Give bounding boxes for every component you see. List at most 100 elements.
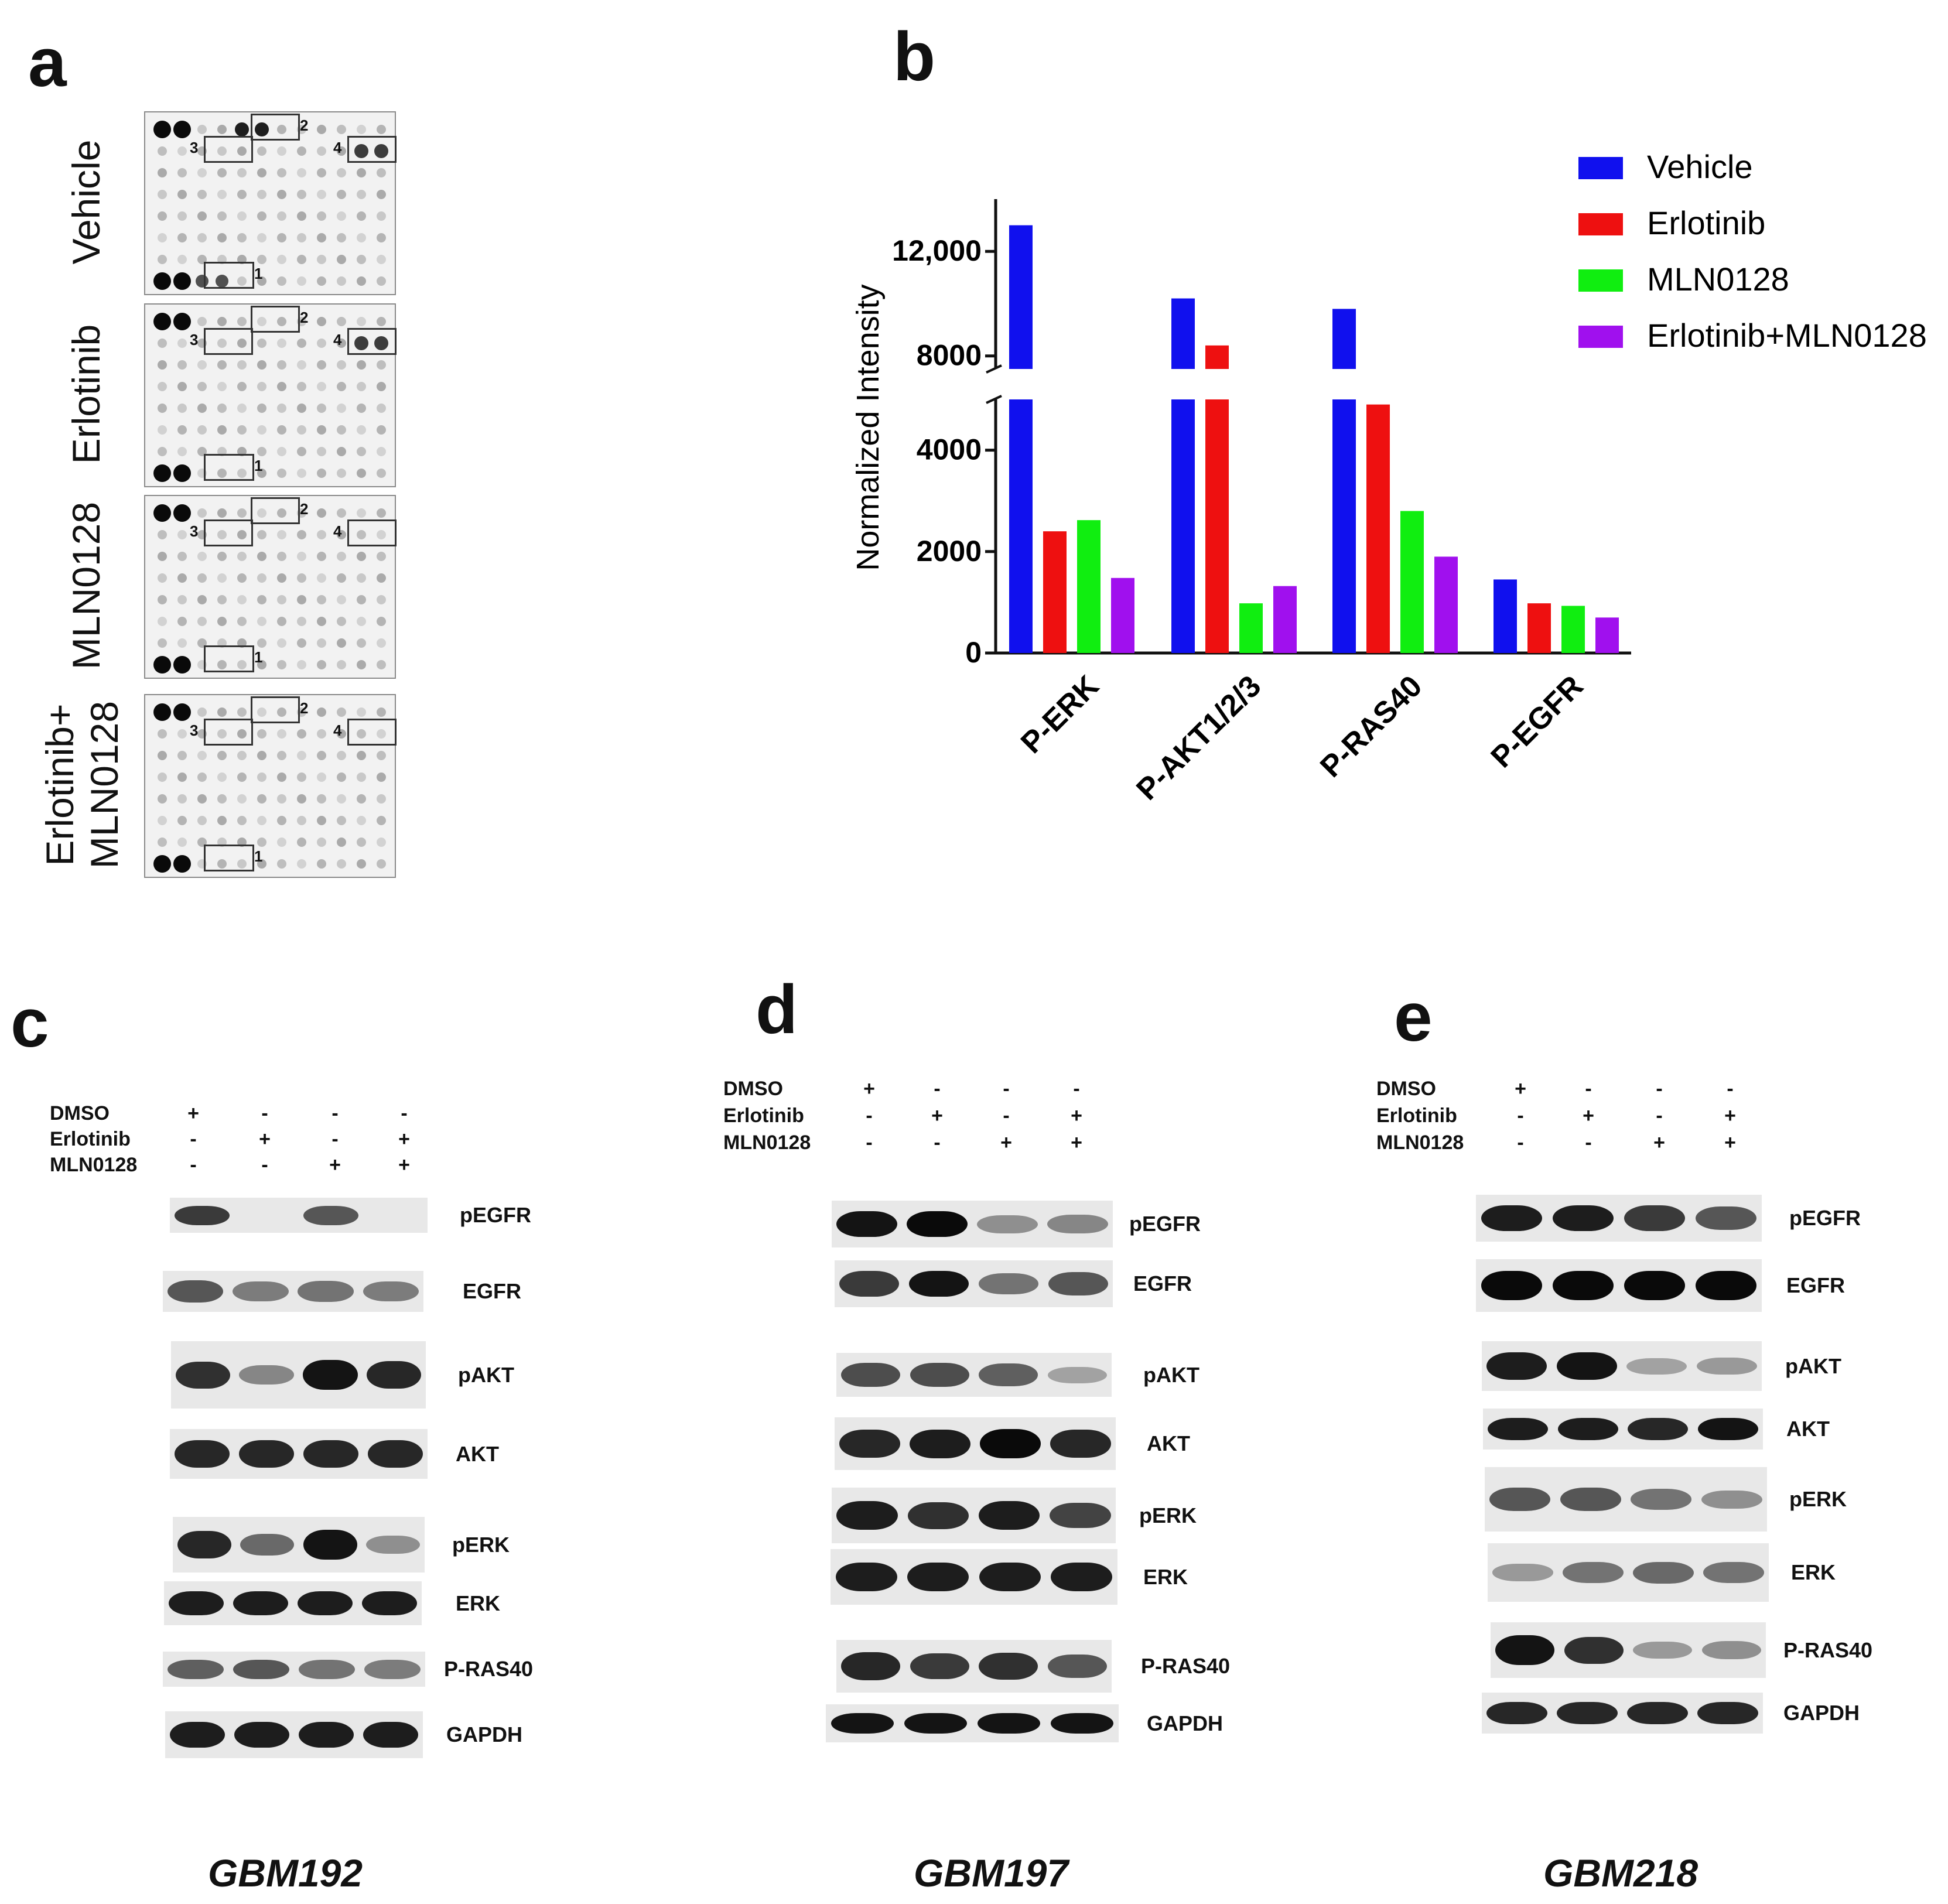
array-spot bbox=[277, 317, 286, 326]
array-spot bbox=[237, 168, 247, 177]
blot-band bbox=[910, 1429, 970, 1458]
array-spot bbox=[237, 360, 247, 370]
array-spot bbox=[297, 573, 306, 583]
array-box-number: 4 bbox=[333, 139, 342, 156]
array-box-number: 2 bbox=[300, 699, 309, 717]
blot-band bbox=[298, 1659, 356, 1679]
array-spot bbox=[217, 794, 227, 804]
array-spot bbox=[377, 573, 386, 583]
array-spot bbox=[237, 816, 247, 825]
array-spot bbox=[297, 617, 306, 626]
array-spot bbox=[257, 573, 266, 583]
lane-sign: - bbox=[401, 1102, 408, 1124]
array-spot bbox=[297, 382, 306, 391]
array-box-number: 2 bbox=[300, 117, 309, 134]
blot-band bbox=[979, 1563, 1041, 1591]
array-spot bbox=[277, 552, 286, 561]
array-spot bbox=[158, 146, 167, 156]
array-spot bbox=[257, 168, 266, 177]
array-spot bbox=[297, 211, 306, 221]
array-spot bbox=[357, 211, 366, 221]
array-spot bbox=[377, 838, 386, 847]
array-spot bbox=[337, 751, 346, 760]
array-spot bbox=[237, 707, 247, 717]
array-spot bbox=[257, 552, 266, 561]
blot-band bbox=[233, 1591, 289, 1616]
array-spot bbox=[297, 146, 306, 156]
lane-sign: - bbox=[331, 1128, 339, 1150]
array-spot bbox=[197, 425, 207, 435]
array-highlight-box bbox=[204, 328, 253, 355]
array-spot bbox=[158, 404, 167, 413]
blot-protein-label: pEGFR bbox=[1129, 1212, 1201, 1236]
legend-label: Erlotinib bbox=[1647, 204, 1765, 241]
blot-strip bbox=[1483, 1409, 1763, 1450]
antibody-array-membrane: 1 2 3 4 bbox=[144, 303, 397, 487]
array-spot bbox=[257, 211, 266, 221]
array-spot bbox=[158, 339, 167, 348]
array-spot bbox=[337, 382, 346, 391]
array-spot bbox=[377, 404, 386, 413]
array-spot bbox=[158, 595, 167, 604]
blot-strip bbox=[835, 1417, 1116, 1470]
array-spot bbox=[297, 233, 306, 242]
array-spot bbox=[158, 168, 167, 177]
blot-band bbox=[1697, 1417, 1758, 1441]
array-spot bbox=[357, 838, 366, 847]
legend-swatch bbox=[1578, 157, 1623, 179]
array-spot bbox=[197, 125, 207, 134]
array-spot bbox=[377, 794, 386, 804]
array-spot bbox=[257, 838, 266, 847]
array-spot bbox=[277, 729, 286, 739]
array-spot bbox=[277, 595, 286, 604]
array-spot bbox=[257, 447, 266, 456]
array-spot bbox=[277, 530, 286, 539]
blot-band bbox=[831, 1712, 894, 1734]
array-spot bbox=[277, 425, 286, 435]
array-spot bbox=[297, 276, 306, 286]
y-tick-label: 12,000 bbox=[892, 234, 982, 267]
array-spot bbox=[237, 469, 247, 478]
blot-strip bbox=[1476, 1195, 1762, 1242]
array-spot bbox=[197, 595, 207, 604]
x-tick-label: P-EGFR bbox=[1485, 669, 1590, 774]
lane-sign: + bbox=[1724, 1132, 1736, 1154]
array-highlight-box bbox=[204, 454, 254, 481]
legend-label: Erlotinib+MLN0128 bbox=[1647, 317, 1927, 354]
array-spot bbox=[337, 317, 346, 326]
array-spot bbox=[177, 638, 187, 648]
array-spot bbox=[257, 508, 266, 518]
array-spot bbox=[337, 729, 346, 739]
array-spot bbox=[317, 573, 326, 583]
array-spot bbox=[217, 168, 227, 177]
array-spot bbox=[277, 617, 286, 626]
array-spot bbox=[357, 573, 366, 583]
array-spot bbox=[317, 530, 326, 539]
array-spot bbox=[217, 573, 227, 583]
y-tick-label: 2000 bbox=[917, 535, 982, 568]
array-spot bbox=[377, 469, 386, 478]
array-spot bbox=[277, 255, 286, 264]
array-highlight-box bbox=[251, 497, 300, 524]
lane-sign: + bbox=[863, 1078, 875, 1100]
blot-strip bbox=[836, 1353, 1112, 1397]
array-box-number: 4 bbox=[333, 331, 342, 348]
array-spot bbox=[257, 339, 266, 348]
lane-sign: - bbox=[1727, 1078, 1734, 1100]
array-spot bbox=[173, 464, 191, 482]
array-spot bbox=[337, 638, 346, 648]
blot-band bbox=[980, 1429, 1041, 1458]
legend-swatch bbox=[1578, 326, 1623, 348]
array-spot bbox=[297, 360, 306, 370]
array-spot bbox=[317, 339, 326, 348]
array-spot bbox=[337, 530, 346, 539]
array-spot bbox=[177, 729, 187, 739]
array-treatment-label: Erlotinib bbox=[64, 324, 108, 464]
array-spot bbox=[217, 816, 227, 825]
array-box-number: 1 bbox=[254, 847, 263, 865]
array-highlight-box bbox=[251, 114, 300, 141]
array-spot bbox=[317, 382, 326, 391]
bar-lower-P-AKT1/2/3-Erlotinib bbox=[1205, 399, 1229, 653]
array-spot bbox=[177, 146, 187, 156]
array-spot bbox=[357, 772, 366, 782]
